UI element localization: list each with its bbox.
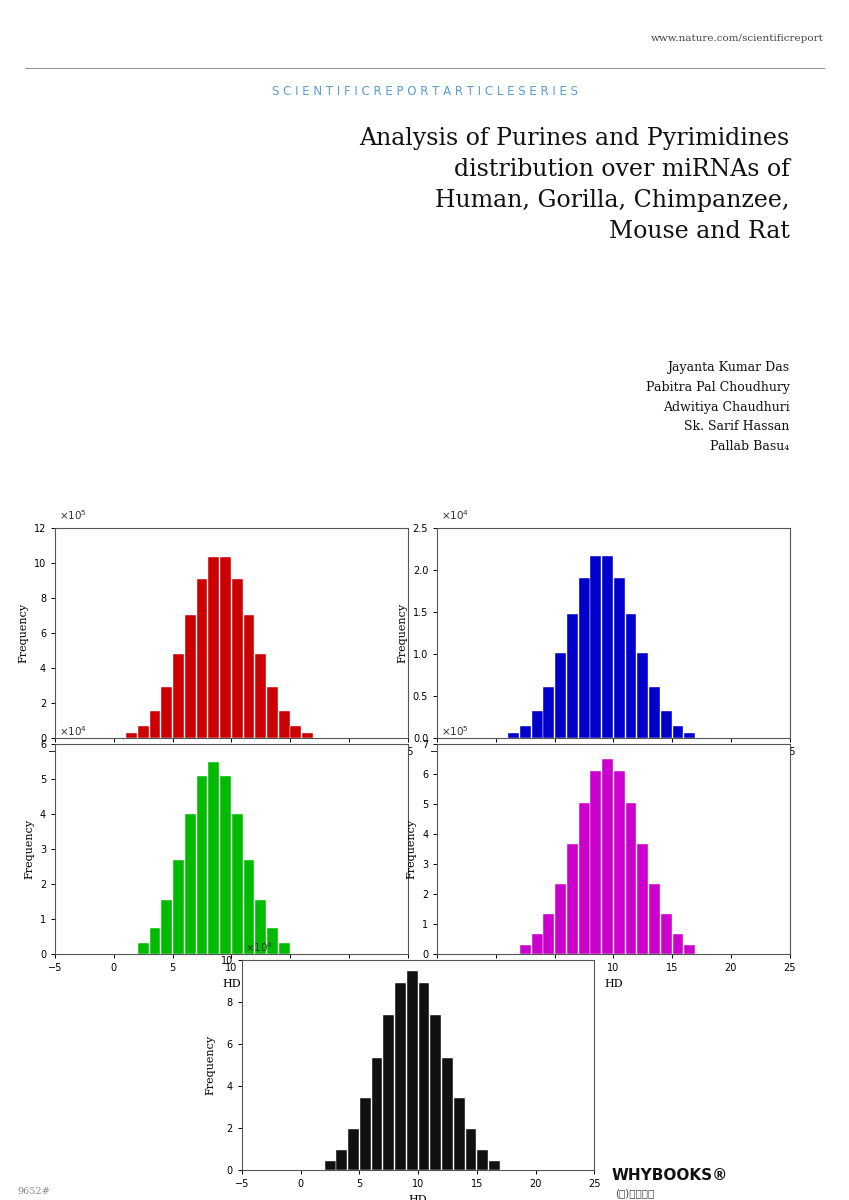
Bar — [453, 1098, 464, 1170]
Bar — [649, 883, 660, 954]
Bar — [626, 614, 637, 738]
Bar — [614, 578, 625, 738]
Bar — [336, 1150, 347, 1170]
Bar — [324, 1162, 335, 1170]
Bar — [256, 654, 267, 738]
Bar — [161, 688, 172, 738]
Bar — [267, 928, 278, 954]
Bar — [419, 983, 430, 1170]
Bar — [173, 654, 184, 738]
Y-axis label: Frequency: Frequency — [407, 818, 416, 880]
Bar — [185, 815, 196, 954]
Text: Analysis of Purines and Pyrimidines
distribution over miRNAs of
Human, Gorilla, : Analysis of Purines and Pyrimidines dist… — [359, 127, 790, 244]
Bar — [684, 733, 695, 738]
Text: ×10$^{4}$: ×10$^{4}$ — [441, 508, 469, 522]
Bar — [278, 712, 290, 738]
Bar — [278, 943, 290, 954]
Bar — [626, 803, 637, 954]
Bar — [590, 772, 601, 954]
Bar — [602, 758, 613, 954]
Bar — [520, 726, 531, 738]
Bar — [578, 803, 589, 954]
Bar — [126, 733, 137, 738]
Bar — [602, 556, 613, 738]
Bar — [661, 712, 672, 738]
Bar — [185, 614, 196, 738]
Y-axis label: Frequency: Frequency — [205, 1034, 215, 1096]
Bar — [149, 928, 160, 954]
Bar — [395, 983, 406, 1170]
Bar — [649, 688, 660, 738]
Text: www.nature.com/scientificreport: www.nature.com/scientificreport — [650, 34, 824, 43]
Bar — [372, 1057, 383, 1170]
Bar — [638, 844, 649, 954]
X-axis label: HD: HD — [604, 762, 622, 773]
Text: S C I E N T I F I C R E P O R T A R T I C L E S E R I E S: S C I E N T I F I C R E P O R T A R T I … — [272, 84, 577, 97]
X-axis label: HD: HD — [409, 1194, 427, 1200]
Bar — [407, 971, 418, 1170]
Bar — [220, 776, 231, 954]
Bar — [232, 815, 243, 954]
Bar — [138, 726, 149, 738]
Bar — [244, 860, 255, 954]
Bar — [161, 900, 172, 954]
Bar — [290, 726, 301, 738]
Bar — [173, 860, 184, 954]
Bar — [465, 1129, 476, 1170]
Bar — [531, 935, 543, 954]
Bar — [489, 1162, 500, 1170]
Text: ×10$^{4}$: ×10$^{4}$ — [59, 724, 87, 738]
Bar — [383, 1015, 394, 1170]
X-axis label: HD: HD — [222, 762, 240, 773]
Bar — [531, 712, 543, 738]
Bar — [267, 688, 278, 738]
Bar — [196, 776, 207, 954]
Bar — [232, 578, 243, 738]
Bar — [672, 935, 683, 954]
X-axis label: HD: HD — [222, 978, 240, 989]
Bar — [149, 712, 160, 738]
Bar — [508, 733, 519, 738]
Y-axis label: Frequency: Frequency — [397, 602, 408, 664]
Text: ×10$^{5}$: ×10$^{5}$ — [441, 724, 469, 738]
Text: ×10$^{4}$: ×10$^{4}$ — [245, 940, 273, 954]
Bar — [684, 946, 695, 954]
Text: Jayanta Kumar Das
Pabitra Pal Choudhury
Adwitiya Chaudhuri
Sk. Sarif Hassan
Pall: Jayanta Kumar Das Pabitra Pal Choudhury … — [645, 361, 790, 452]
Bar — [614, 772, 625, 954]
Text: 9652#: 9652# — [17, 1187, 50, 1196]
Bar — [543, 688, 554, 738]
Bar — [672, 726, 683, 738]
Y-axis label: Frequency: Frequency — [25, 818, 34, 880]
Bar — [430, 1015, 441, 1170]
Bar — [661, 914, 672, 954]
Text: (주)와이북스: (주)와이북스 — [616, 1188, 655, 1199]
Bar — [360, 1098, 371, 1170]
Bar — [555, 883, 566, 954]
Bar — [196, 578, 207, 738]
Bar — [256, 900, 267, 954]
X-axis label: HD: HD — [604, 978, 622, 989]
Bar — [520, 946, 531, 954]
Bar — [578, 578, 589, 738]
Bar — [208, 557, 219, 738]
Text: WHYBOOKS®: WHYBOOKS® — [611, 1169, 728, 1183]
Bar — [567, 844, 578, 954]
Bar — [543, 914, 554, 954]
Bar — [555, 653, 566, 738]
Bar — [590, 556, 601, 738]
Bar — [348, 1129, 359, 1170]
Y-axis label: Frequency: Frequency — [18, 602, 28, 664]
Bar — [138, 943, 149, 954]
Bar — [208, 762, 219, 954]
Bar — [220, 557, 231, 738]
Bar — [302, 733, 313, 738]
Bar — [442, 1057, 453, 1170]
Bar — [638, 653, 649, 738]
Bar — [244, 614, 255, 738]
Bar — [477, 1150, 488, 1170]
Text: ×10$^{5}$: ×10$^{5}$ — [59, 508, 87, 522]
Bar — [567, 614, 578, 738]
